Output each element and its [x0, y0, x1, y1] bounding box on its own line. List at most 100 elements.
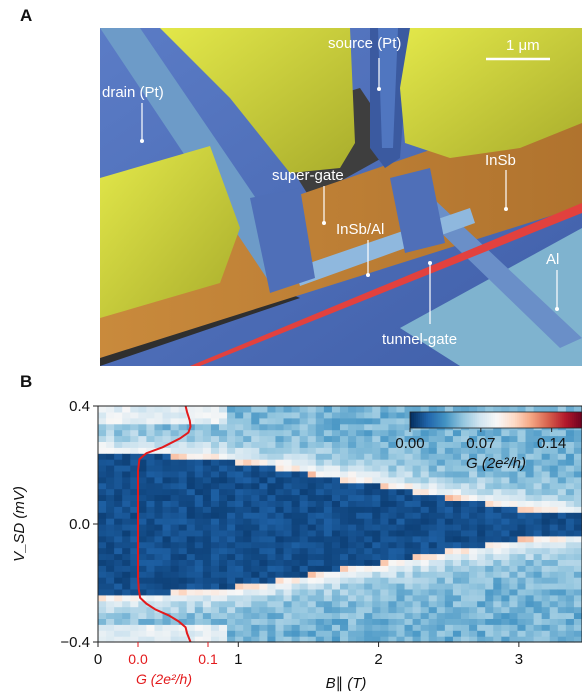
heatmap-cell: [106, 618, 115, 625]
heatmap-cell: [380, 500, 389, 507]
heatmap-cell: [291, 512, 301, 519]
heatmap-cell: [186, 518, 196, 525]
heatmap-cell: [323, 559, 333, 566]
heatmap-cell: [485, 624, 494, 631]
heatmap-cell: [356, 553, 365, 560]
heatmap-cell: [356, 524, 365, 531]
heatmap-cell: [210, 423, 220, 431]
heatmap-cell: [485, 524, 494, 531]
heatmap-cell: [323, 470, 333, 478]
heatmap-cell: [170, 411, 180, 419]
heatmap-cell: [154, 630, 164, 637]
heatmap-cell: [436, 583, 446, 590]
heatmap-cell: [469, 470, 478, 478]
heatmap-cell: [299, 541, 309, 549]
heatmap-cell: [444, 577, 454, 584]
heatmap-cell: [493, 565, 502, 572]
heatmap-cell: [501, 630, 510, 637]
heatmap-cell: [291, 606, 301, 614]
heatmap-cell: [412, 524, 422, 531]
heatmap-cell: [114, 482, 123, 490]
heatmap-cell: [412, 600, 422, 608]
heatmap-cell: [380, 406, 389, 413]
heatmap-cell: [517, 594, 527, 602]
heatmap-cell: [485, 594, 494, 602]
heatmap-cell: [364, 524, 373, 531]
heatmap-cell: [267, 476, 277, 484]
heatmap-cell: [315, 512, 325, 519]
heatmap-cell: [396, 524, 406, 531]
heatmap-cell: [202, 512, 212, 519]
heatmap-cell: [364, 571, 373, 578]
heatmap-cell: [557, 547, 567, 555]
heatmap-cell: [194, 435, 204, 442]
heatmap-cell: [485, 476, 494, 484]
heatmap-cell: [291, 565, 301, 572]
colorbar-swatch: [567, 412, 571, 428]
heatmap-cell: [122, 571, 131, 578]
heatmap-cell: [307, 423, 317, 431]
heatmap-cell: [299, 406, 309, 413]
heatmap-cell: [283, 411, 293, 419]
heatmap-cell: [444, 541, 454, 549]
heatmap-cell: [469, 618, 478, 625]
heatmap-cell: [122, 618, 131, 625]
heatmap-cell: [444, 606, 454, 614]
heatmap-cell: [299, 459, 309, 466]
heatmap-cell: [549, 476, 559, 484]
heatmap-cell: [493, 588, 502, 596]
heatmap-cell: [122, 494, 131, 501]
heatmap-cell: [331, 577, 341, 584]
heatmap-cell: [259, 470, 268, 478]
heatmap-cell: [98, 612, 107, 619]
heatmap-cell: [509, 470, 519, 478]
heatmap-cell: [106, 506, 115, 513]
heatmap-cell: [130, 512, 139, 519]
heatmap-cell: [235, 624, 244, 631]
heatmap-cell: [251, 612, 260, 619]
heatmap-cell: [533, 500, 543, 507]
heatmap-cell: [194, 618, 204, 625]
heatmap-cell: [283, 577, 293, 584]
heatmap-cell: [178, 447, 188, 454]
heatmap-cell: [501, 435, 510, 442]
heatmap-cell: [307, 547, 317, 555]
heatmap-cell: [573, 470, 582, 478]
heatmap-cell: [146, 529, 156, 537]
heatmap-cell: [299, 423, 309, 431]
heatmap-cell: [235, 447, 244, 454]
heatmap-cell: [243, 524, 252, 531]
heatmap-cell: [485, 612, 494, 619]
heatmap-cell: [388, 524, 398, 531]
heatmap-cell: [388, 441, 398, 448]
heatmap-cell: [178, 465, 188, 472]
heatmap-cell: [356, 624, 365, 631]
heatmap-cell: [154, 565, 164, 572]
heatmap-cell: [178, 500, 188, 507]
heatmap-cell: [219, 406, 228, 413]
heatmap-cell: [501, 559, 510, 566]
heatmap-cell: [372, 441, 381, 448]
heatmap-cell: [106, 435, 115, 442]
heatmap-cell: [219, 571, 228, 578]
heatmap-cell: [356, 494, 365, 501]
heatmap-cell: [259, 529, 268, 537]
heatmap-cell: [283, 459, 293, 466]
heatmap-cell: [501, 571, 510, 578]
heatmap-cell: [323, 600, 333, 608]
heatmap-cell: [114, 518, 123, 525]
heatmap-cell: [315, 465, 325, 472]
heatmap-cell: [356, 441, 365, 448]
heatmap-cell: [98, 535, 107, 543]
heatmap-cell: [388, 559, 398, 566]
colorbar-swatch: [472, 412, 476, 428]
heatmap-cell: [404, 618, 414, 625]
heatmap-cell: [259, 488, 268, 496]
heatmap-cell: [469, 624, 478, 631]
heatmap-cell: [98, 411, 107, 419]
heatmap-cell: [356, 583, 365, 590]
heatmap-cell: [469, 494, 478, 501]
heatmap-cell: [356, 559, 365, 566]
heatmap-cell: [154, 571, 164, 578]
heatmap-cell: [291, 423, 301, 431]
